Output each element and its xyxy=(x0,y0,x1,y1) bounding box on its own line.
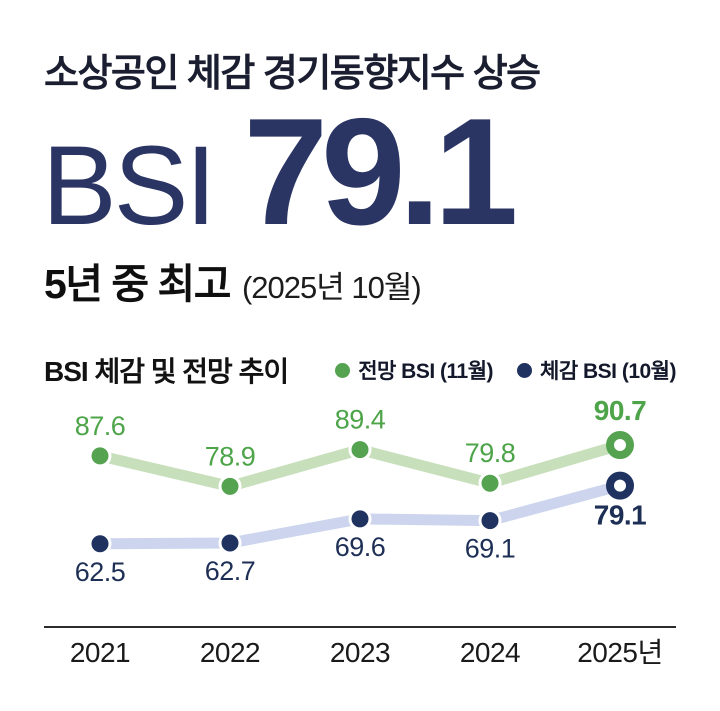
chart-legend: 전망 BSI (11월) 체감 BSI (10월) xyxy=(335,355,676,385)
legend-item-perceived: 체감 BSI (10월) xyxy=(517,355,676,385)
subtitle: 5년 중 최고 (2025년 10월) xyxy=(44,250,422,310)
legend-dot-perceived-icon xyxy=(517,362,533,378)
x-axis-label: 2022 xyxy=(200,637,260,668)
data-point-label: 79.1 xyxy=(594,500,647,531)
data-point-label: 90.7 xyxy=(594,395,647,426)
data-point-label: 62.7 xyxy=(205,556,256,586)
bsi-value: 79.1 xyxy=(243,87,519,257)
legend-item-forecast: 전망 BSI (11월) xyxy=(335,355,494,385)
data-point xyxy=(88,532,112,556)
x-axis-label: 2023 xyxy=(330,637,390,668)
subtitle-highlight: 5년 중 최고 xyxy=(44,261,231,307)
data-point-label: 87.6 xyxy=(75,411,126,441)
x-axis-label: 2025년 xyxy=(577,637,663,668)
data-point xyxy=(88,444,112,468)
bsi-label: BSI xyxy=(42,123,217,248)
data-point xyxy=(348,438,372,462)
data-point-label: 78.9 xyxy=(205,441,256,471)
legend-label-forecast: 전망 BSI (11월) xyxy=(358,360,494,383)
data-point xyxy=(218,474,242,498)
legend-label-perceived: 체감 BSI (10월) xyxy=(540,360,676,383)
data-point-hollow xyxy=(606,471,634,500)
chart-header: BSI 체감 및 전망 추이 전망 BSI (11월) 체감 BSI (10월) xyxy=(44,350,676,390)
data-point-label: 69.1 xyxy=(465,534,516,564)
data-point-label: 79.8 xyxy=(465,438,516,468)
data-point-label: 62.5 xyxy=(75,557,126,587)
data-point xyxy=(478,509,502,533)
data-point xyxy=(218,531,242,555)
data-point-label: 69.6 xyxy=(335,532,386,562)
chart-title: BSI 체감 및 전망 추이 xyxy=(44,356,289,387)
data-point-label: 89.4 xyxy=(335,405,386,435)
subtitle-date: (2025년 10월) xyxy=(241,270,422,305)
data-point xyxy=(478,471,502,495)
data-point xyxy=(348,507,372,531)
page-title: 소상공인 체감 경기동향지수 상승 xyxy=(44,53,541,95)
x-axis-label: 2021 xyxy=(70,637,130,668)
x-axis-label: 2024 xyxy=(460,637,520,668)
legend-dot-forecast-icon xyxy=(335,362,351,378)
bsi-headline: BSI 79.1 xyxy=(42,87,519,257)
data-point-hollow xyxy=(606,431,634,460)
